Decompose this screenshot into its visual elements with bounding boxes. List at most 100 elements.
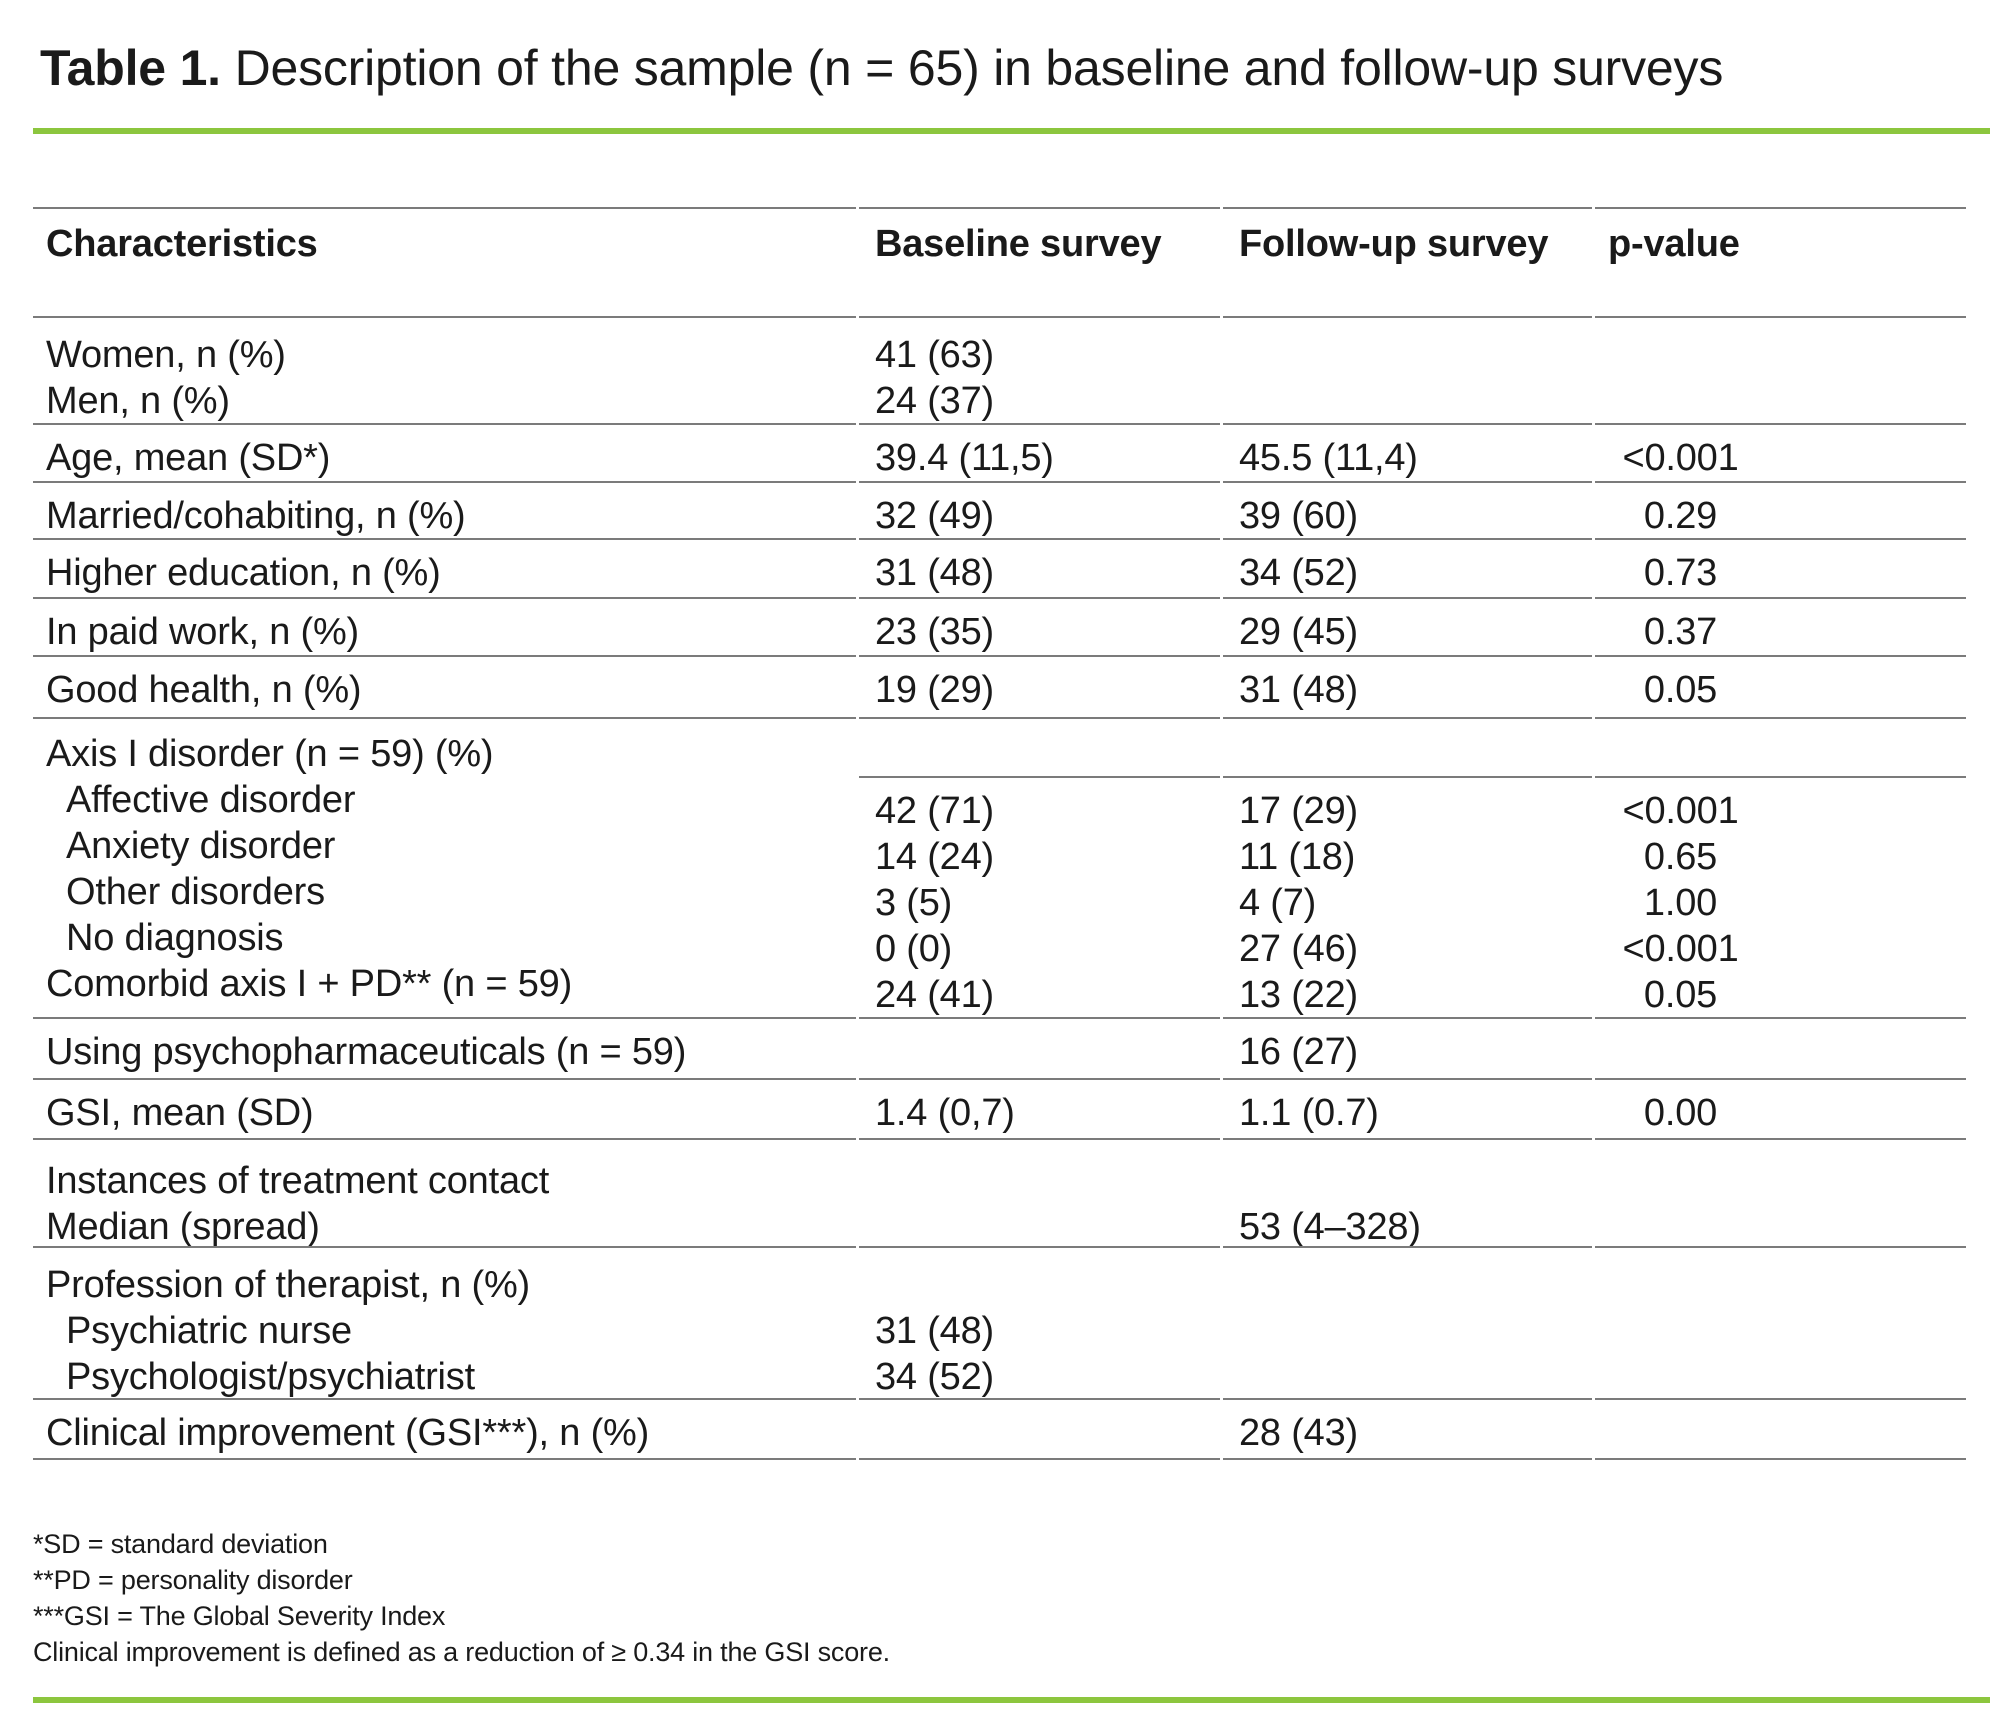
cell-psychopharmaceuticals-baseline [859, 1017, 1220, 1078]
bottom-rule-label [33, 1458, 856, 1460]
good-health-followup-line-0: 31 (48) [1239, 669, 1359, 711]
spacer-axis-disorders-pvalue [1595, 719, 1966, 776]
cell-sex-pvalue [1595, 316, 1966, 423]
gsi-followup-line-0: 1.1 (0.7) [1239, 1092, 1379, 1134]
married-label-line-0: Married/cohabiting, n (%) [46, 495, 466, 537]
cell-age-followup: 45.5 (11,4) [1223, 423, 1592, 481]
sex-baseline-line-1: 24 (37) [875, 380, 995, 422]
axis-disorders-label-line-2: Anxiety disorder [66, 825, 336, 867]
cell-psychopharmaceuticals-label: Using psychopharmaceuticals (n = 59) [33, 1017, 856, 1078]
cell-treatment-contact-label: Instances of treatment contact Median (sp… [33, 1138, 856, 1246]
therapist-profession-label-line-1: Psychiatric nurse [66, 1310, 352, 1352]
axis-disorders-baseline-line-1: 14 (24) [875, 836, 995, 878]
gsi-baseline-line-0: 1.4 (0,7) [875, 1092, 1015, 1134]
cell-sex-baseline: 41 (63) 24 (37) [859, 316, 1220, 423]
cell-paid-work-pvalue: 0.37 [1595, 597, 1966, 655]
axis-disorders-label-line-5: Comorbid axis I + PD** (n = 59) [46, 963, 573, 1005]
cell-good-health-baseline: 19 (29) [859, 655, 1220, 717]
axis-disorders-pvalue-line-1: 0.65 [1643, 836, 1718, 878]
psychopharmaceuticals-followup-line-0: 16 (27) [1239, 1031, 1359, 1073]
married-pvalue-line-0: 0.29 [1643, 495, 1718, 537]
axis-disorders-baseline-line-2: 3 (5) [875, 882, 953, 924]
gsi-label-line-0: GSI, mean (SD) [46, 1092, 314, 1134]
cell-gsi-label: GSI, mean (SD) [33, 1078, 856, 1138]
therapist-profession-label-line-0: Profession of therapist, n (%) [46, 1264, 530, 1306]
axis-disorders-pvalue-line-2: 1.00 [1643, 882, 1718, 924]
sex-baseline-line-0: 41 (63) [875, 334, 995, 376]
therapist-profession-baseline-line-2: 34 (52) [875, 1356, 995, 1398]
cell-treatment-contact-baseline [859, 1138, 1220, 1246]
cell-axis-disorders-baseline: 42 (71) 14 (24) 3 (5) 0 (0) 24 (41) [859, 717, 1220, 1017]
axis-disorders-label-line-0: Axis I disorder (n = 59) (%) [46, 733, 494, 775]
cell-axis-disorders-pvalue: <0.001 0.65 1.00 <0.001 0.05 [1595, 717, 1966, 1017]
married-followup-line-0: 39 (60) [1239, 495, 1359, 537]
footnote-4: Clinical improvement is defined as a red… [33, 1637, 890, 1667]
cell-treatment-contact-followup: 53 (4–328) [1223, 1138, 1592, 1246]
cell-sex-followup [1223, 316, 1592, 423]
pad-axis-disorders-followup [1223, 778, 1592, 788]
axis-disorders-baseline-line-0: 42 (71) [875, 790, 995, 832]
table-title-number: Table 1. [40, 40, 221, 96]
cell-education-pvalue: 0.73 [1595, 538, 1966, 597]
married-baseline-line-0: 32 (49) [875, 495, 995, 537]
footnote-1: *SD = standard deviation [33, 1529, 328, 1559]
cell-married-pvalue: 0.29 [1595, 481, 1966, 538]
cell-therapist-profession-followup [1223, 1246, 1592, 1398]
cell-treatment-contact-pvalue [1595, 1138, 1966, 1246]
psychopharmaceuticals-label-line-0: Using psychopharmaceuticals (n = 59) [46, 1031, 687, 1073]
footnote-3: ***GSI = The Global Severity Index [33, 1601, 446, 1631]
cell-therapist-profession-label: Profession of therapist, n (%) Psychiatri… [33, 1246, 856, 1398]
spacer-axis-disorders-baseline [859, 719, 1220, 776]
good-health-baseline-line-0: 19 (29) [875, 669, 995, 711]
cell-married-label: Married/cohabiting, n (%) [33, 481, 856, 538]
axis-disorders-pvalue-line-3: <0.001 [1622, 928, 1739, 970]
cell-clinical-improvement-baseline [859, 1398, 1220, 1458]
cell-clinical-improvement-pvalue [1595, 1398, 1966, 1458]
cell-clinical-improvement-followup: 28 (43) [1223, 1398, 1592, 1458]
pad-axis-disorders-pvalue [1595, 778, 1966, 788]
partial-rule-pvalue [1595, 776, 1966, 778]
cell-clinical-improvement-label: Clinical improvement (GSI***), n (%) [33, 1398, 856, 1458]
paid-work-baseline-line-0: 23 (35) [875, 611, 995, 653]
cell-therapist-profession-pvalue [1595, 1246, 1966, 1398]
cell-psychopharmaceuticals-followup: 16 (27) [1223, 1017, 1592, 1078]
spacer-axis-disorders-followup [1223, 719, 1592, 776]
axis-disorders-label-line-1: Affective disorder [66, 779, 356, 821]
cell-age-baseline: 39.4 (11,5) [859, 423, 1220, 481]
cell-age-label: Age, mean (SD*) [33, 423, 856, 481]
paid-work-followup-line-0: 29 (45) [1239, 611, 1359, 653]
education-baseline-line-0: 31 (48) [875, 552, 995, 594]
sex-label-line-0: Women, n (%) [46, 334, 286, 376]
cell-gsi-followup: 1.1 (0.7) [1223, 1078, 1592, 1138]
axis-disorders-pvalue-line-0: <0.001 [1622, 790, 1739, 832]
good-health-label-line-0: Good health, n (%) [46, 669, 362, 711]
age-baseline-line-0: 39.4 (11,5) [875, 437, 1054, 479]
cell-good-health-label: Good health, n (%) [33, 655, 856, 717]
cell-paid-work-label: In paid work, n (%) [33, 597, 856, 655]
age-pvalue-line-0: <0.001 [1622, 437, 1739, 479]
clinical-improvement-label-line-0: Clinical improvement (GSI***), n (%) [46, 1412, 650, 1454]
axis-disorders-followup-line-3: 27 (46) [1239, 928, 1359, 970]
axis-disorders-label-line-4: No diagnosis [66, 917, 284, 959]
cell-psychopharmaceuticals-pvalue [1595, 1017, 1966, 1078]
cell-therapist-profession-baseline: 31 (48) 34 (52) [859, 1246, 1220, 1398]
column-header-followup-survey: Follow-up survey [1223, 207, 1592, 316]
column-header-baseline-survey: Baseline survey [859, 207, 1220, 316]
age-followup-line-0: 45.5 (11,4) [1239, 437, 1418, 479]
partial-rule-followup [1223, 776, 1592, 778]
education-pvalue-line-0: 0.73 [1643, 552, 1718, 594]
cell-married-followup: 39 (60) [1223, 481, 1592, 538]
cell-good-health-followup: 31 (48) [1223, 655, 1592, 717]
education-followup-line-0: 34 (52) [1239, 552, 1359, 594]
partial-rule-baseline [859, 776, 1220, 778]
bottom-rule-baseline [859, 1458, 1220, 1460]
therapist-profession-label-line-2: Psychologist/psychiatrist [66, 1356, 475, 1398]
clinical-improvement-followup-line-0: 28 (43) [1239, 1412, 1359, 1454]
cell-education-label: Higher education, n (%) [33, 538, 856, 597]
cell-axis-disorders-followup: 17 (29) 11 (18) 4 (7) 27 (46) 13 (22) [1223, 717, 1592, 1017]
axis-disorders-followup-line-1: 11 (18) [1239, 836, 1356, 878]
treatment-contact-label-line-0: Instances of treatment contact [46, 1160, 550, 1202]
axis-disorders-baseline-line-3: 0 (0) [875, 928, 953, 970]
cell-sex-label: Women, n (%) Men, n (%) [33, 316, 856, 423]
bottom-rule-followup [1223, 1458, 1592, 1460]
